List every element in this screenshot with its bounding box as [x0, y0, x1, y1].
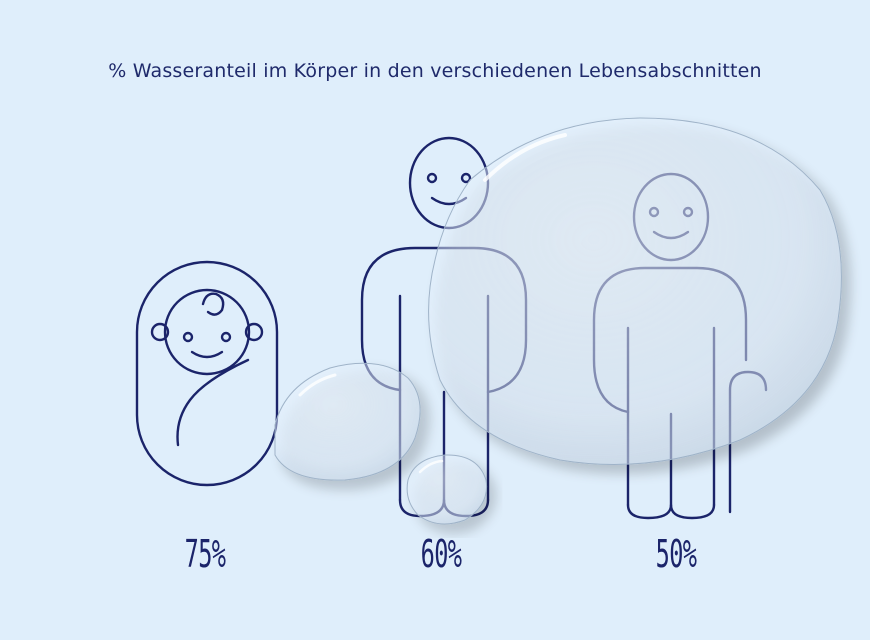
adult-water-percentage: 60%: [420, 532, 462, 576]
large-drop: [428, 117, 842, 465]
diagram-title: % Wasseranteil im Körper in den verschie…: [108, 60, 762, 82]
baby-water-percentage: 75%: [184, 532, 226, 576]
small-drop: [406, 454, 488, 525]
water-drops: [274, 117, 842, 525]
elderly-water-percentage: 50%: [655, 532, 697, 576]
medium-drop: [274, 362, 421, 481]
baby-icon: [135, 260, 279, 487]
